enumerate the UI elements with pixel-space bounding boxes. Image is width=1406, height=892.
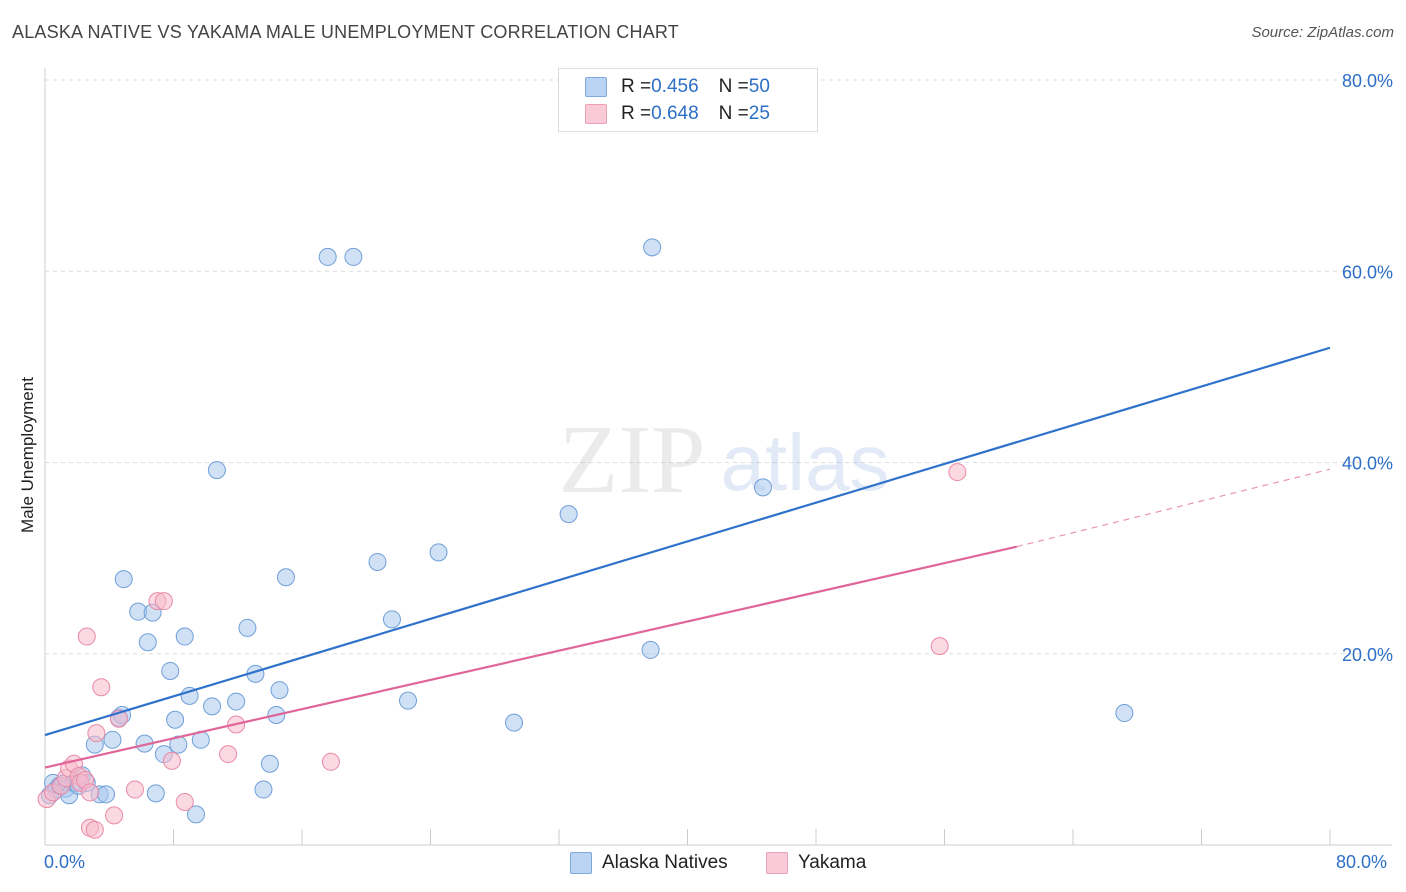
y-tick-label: 20.0% <box>1342 645 1393 665</box>
alaska-natives-point <box>270 681 289 700</box>
alaska-natives-point <box>260 754 279 773</box>
bottom-legend-swatch-blue <box>570 852 592 874</box>
y-tick-label: 40.0% <box>1342 454 1393 474</box>
alaska-natives-point <box>186 805 205 824</box>
alaska-natives-point <box>641 640 660 659</box>
alaska-natives-point <box>505 713 524 732</box>
legend-n-value: 50 <box>748 76 770 97</box>
alaska-natives-point <box>180 686 199 705</box>
alaska-natives-point <box>207 461 226 480</box>
alaska-natives-point <box>1115 704 1134 723</box>
yakama-point <box>92 678 111 697</box>
yakama-point <box>321 752 340 771</box>
alaska-natives-trend-line <box>44 346 1331 737</box>
legend: R = 0.456 N = 50 R = 0.648 N = 25 <box>558 68 818 132</box>
legend-n-label: N = <box>718 76 749 97</box>
y-tick-labels: 20.0% 40.0% 60.0% 80.0% <box>1342 71 1393 665</box>
legend-swatch-blue <box>585 77 607 97</box>
axes <box>44 68 1392 846</box>
yakama-point <box>125 780 144 799</box>
bottom-legend-label: Alaska Natives <box>602 852 728 873</box>
y-tick-label: 80.0% <box>1342 71 1393 91</box>
yakama-point <box>948 463 967 482</box>
watermark-atlas: atlas <box>721 418 890 507</box>
alaska-natives-point <box>399 691 418 710</box>
alaska-natives-point <box>161 661 180 680</box>
alaska-natives-point <box>368 552 387 571</box>
alaska-natives-point <box>318 247 337 266</box>
alaska-natives-point <box>276 568 295 587</box>
alaska-natives-point <box>753 478 772 497</box>
yakama-point <box>105 806 124 825</box>
alaska-natives-point <box>169 735 188 754</box>
legend-row-alaska-natives: R = 0.456 N = 50 <box>585 75 770 99</box>
y-tick-label: 60.0% <box>1342 262 1393 282</box>
yakama-point <box>77 627 96 646</box>
alaska-natives-point <box>344 247 363 266</box>
alaska-natives-point <box>643 238 662 257</box>
bottom-legend-label: Yakama <box>798 852 867 873</box>
yakama-trend-line-extension <box>1016 468 1331 548</box>
yakama-point <box>154 592 173 611</box>
trend-lines <box>44 346 1331 769</box>
yakama-point <box>930 637 949 656</box>
chart-title: ALASKA NATIVE VS YAKAMA MALE UNEMPLOYMEN… <box>12 22 679 42</box>
alaska-natives-point <box>382 610 401 629</box>
alaska-natives-point <box>227 692 246 711</box>
alaska-natives-point <box>559 505 578 524</box>
legend-n-value: 25 <box>748 103 770 124</box>
alaska-natives-point <box>138 633 157 652</box>
legend-row-yakama: R = 0.648 N = 25 <box>585 102 770 126</box>
alaska-natives-point <box>429 543 448 562</box>
legend-r-label: R = <box>621 76 652 97</box>
gridlines <box>45 79 1392 655</box>
alaska-natives-point <box>114 570 133 589</box>
legend-n-label: N = <box>718 103 749 124</box>
yakama-trend-line <box>44 545 1018 769</box>
alaska-natives-point <box>203 697 222 716</box>
x-tick-label-max: 80.0% <box>1336 852 1388 872</box>
yakama-point <box>80 783 99 802</box>
alaska-natives-point <box>166 710 185 729</box>
legend-r-label: R = <box>621 103 652 124</box>
x-tick-label-min: 0.0% <box>44 852 86 872</box>
alaska-natives-point <box>238 618 257 637</box>
yakama-point <box>175 792 194 811</box>
alaska-natives-point <box>97 785 116 804</box>
yakama-point <box>219 745 238 764</box>
legend-swatch-pink <box>585 104 607 124</box>
bottom-legend-swatch-pink <box>766 852 788 874</box>
alaska-natives-point <box>254 780 273 799</box>
bottom-legend-alaska-natives: Alaska Natives <box>570 852 728 874</box>
legend-r-value: 0.648 <box>651 103 699 124</box>
yakama-point <box>85 820 104 839</box>
bottom-legend-yakama: Yakama <box>766 852 866 874</box>
alaska-natives-point <box>175 627 194 646</box>
watermark: ZIP atlas <box>559 406 890 514</box>
source-label: Source: ZipAtlas.com <box>1251 24 1394 41</box>
yakama-point <box>87 724 106 743</box>
alaska-natives-point <box>146 784 165 803</box>
data-points <box>37 238 1134 839</box>
alaska-natives-point <box>103 730 122 749</box>
yakama-point <box>162 751 181 770</box>
watermark-zip: ZIP <box>559 406 706 514</box>
legend-r-value: 0.456 <box>651 76 699 97</box>
